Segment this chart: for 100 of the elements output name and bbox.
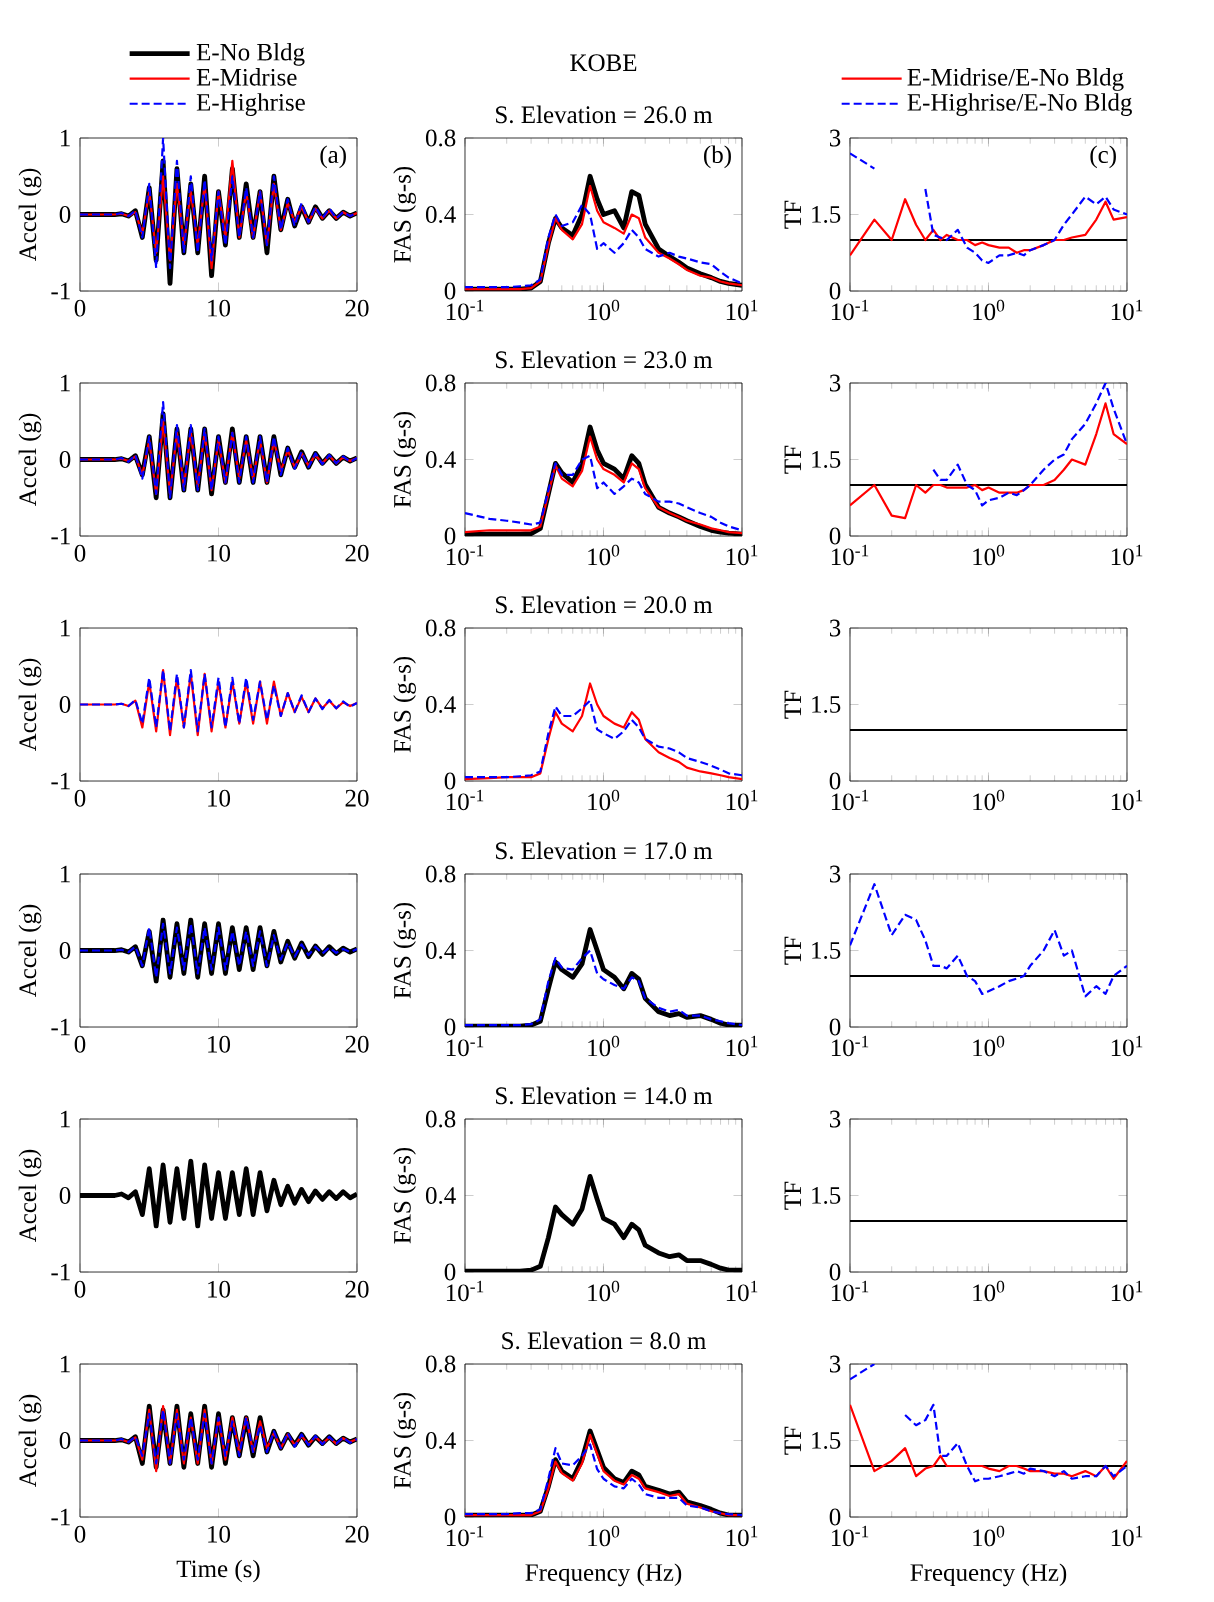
x-tick-label: 20 [345, 1525, 369, 1543]
y-axis-title: TF [784, 445, 801, 474]
y-tick-label: 0 [444, 772, 456, 790]
x-tick-label: 10$^{0}$ [973, 1525, 1005, 1547]
legend-label: E-Midrise/E-No Bldg [907, 68, 1124, 91]
y-tick-label: 3 [829, 1355, 841, 1373]
x-axis-title: Frequency (Hz) [525, 1563, 682, 1587]
x-tick-label: 10$^{1}$ [726, 1525, 758, 1547]
y-axis-title: TF [784, 1426, 801, 1455]
y-tick-label: 0 [444, 1018, 456, 1036]
y-axis-title: FAS (g-s) [393, 166, 416, 263]
x-tick-label: 10$^{1}$ [726, 544, 758, 566]
x-tick-label: 10$^{-1}$ [831, 1525, 869, 1547]
y-tick-label: -1 [51, 527, 70, 545]
x-tick-label: 10$^{1}$ [726, 1280, 758, 1302]
y-tick-label: 0.8 [425, 374, 456, 392]
y-tick-label: 3 [829, 374, 841, 392]
y-axis-title: Accel (g) [18, 168, 42, 262]
x-tick-label: 10 [208, 299, 231, 317]
x-tick-label: 10$^{0}$ [588, 789, 620, 811]
y-tick-label: 0 [59, 1187, 71, 1204]
x-tick-label: 10$^{-1}$ [446, 544, 484, 566]
y-axis-title: FAS (g-s) [393, 656, 416, 753]
chart-title: S. Elevation = 17.0 m [496, 841, 713, 860]
chart-title: S. Elevation = 20.0 m [496, 595, 713, 614]
x-tick-label: 0 [74, 1525, 86, 1543]
y-tick-label: 3 [829, 865, 841, 883]
x-tick-label: 10$^{-1}$ [446, 789, 484, 811]
x-tick-label: 20 [345, 1280, 369, 1298]
y-tick-label: 1.5 [812, 451, 841, 468]
x-tick-label: 10$^{-1}$ [831, 299, 869, 321]
y-tick-label: 0 [444, 1508, 456, 1526]
x-tick-label: 10$^{-1}$ [831, 1280, 869, 1302]
y-tick-label: 0 [829, 772, 841, 790]
x-tick-label: 0 [74, 789, 86, 807]
y-tick-label: 3 [829, 619, 841, 637]
annotation: (a) [320, 145, 346, 169]
y-axis-title: TF [784, 200, 801, 229]
y-axis-title: Accel (g) [18, 658, 42, 752]
x-tick-label: 10 [208, 1525, 231, 1543]
x-axis-title: Time (s) [176, 1559, 260, 1583]
y-axis-title: FAS (g-s) [393, 411, 416, 508]
y-axis-title: Accel (g) [18, 1394, 42, 1488]
y-tick-label: 0.4 [425, 696, 456, 713]
y-tick-label: 3 [829, 1110, 841, 1128]
legend-label: E-Midrise [196, 68, 297, 86]
y-tick-label: 0.4 [425, 1432, 456, 1449]
y-tick-label: -1 [51, 772, 70, 790]
y-tick-label: 0 [829, 1018, 841, 1036]
chart-title: KOBE [570, 54, 637, 72]
y-tick-label: 1 [60, 865, 70, 883]
y-tick-label: 1 [60, 1355, 70, 1373]
chart-title: S. Elevation = 8.0 m [502, 1331, 706, 1350]
y-tick-label: 0.4 [425, 1187, 456, 1204]
y-tick-label: 0 [444, 527, 456, 545]
x-tick-label: 20 [345, 1035, 369, 1053]
y-tick-label: 1.5 [812, 696, 841, 713]
x-tick-label: 10$^{0}$ [973, 299, 1005, 321]
y-tick-label: 0 [59, 206, 71, 223]
y-axis-title: TF [784, 1181, 801, 1210]
y-tick-label: 0 [829, 282, 841, 300]
y-tick-label: 0 [444, 282, 456, 300]
y-tick-label: 0.8 [425, 1355, 456, 1373]
y-axis-title: TF [784, 690, 801, 719]
y-tick-label: 0 [59, 1432, 71, 1449]
x-tick-label: 10 [208, 1035, 231, 1053]
x-tick-label: 10$^{-1}$ [446, 1280, 484, 1302]
x-tick-label: 10 [208, 1280, 231, 1298]
y-tick-label: 1.5 [812, 206, 841, 223]
y-tick-label: 1.5 [812, 942, 841, 959]
x-tick-label: 10$^{-1}$ [831, 1035, 869, 1057]
x-tick-label: 10$^{1}$ [1111, 1280, 1143, 1302]
y-tick-label: 0.4 [425, 942, 456, 959]
annotation: (b) [704, 145, 731, 169]
y-axis-title: FAS (g-s) [393, 1392, 416, 1489]
y-tick-label: 1 [60, 1110, 70, 1128]
y-axis-title: FAS (g-s) [393, 902, 416, 999]
x-axis-title: Frequency (Hz) [910, 1563, 1067, 1587]
y-axis-title: TF [784, 936, 801, 965]
y-tick-label: 1 [60, 619, 70, 637]
y-axis-title: Accel (g) [18, 413, 42, 507]
x-tick-label: 10$^{1}$ [1111, 299, 1143, 321]
x-tick-label: 10$^{-1}$ [446, 1525, 484, 1547]
y-tick-label: 1.5 [812, 1432, 841, 1449]
x-tick-label: 10$^{-1}$ [831, 544, 869, 566]
x-tick-label: 20 [345, 299, 369, 317]
x-tick-label: 10$^{0}$ [588, 299, 620, 321]
x-tick-label: 10$^{-1}$ [446, 299, 484, 321]
x-tick-label: 0 [74, 1280, 86, 1298]
legend-label: E-Highrise/E-No Bldg [907, 93, 1132, 116]
x-tick-label: 10$^{-1}$ [831, 789, 869, 811]
x-tick-label: 10$^{0}$ [973, 789, 1005, 811]
x-tick-label: 10$^{0}$ [973, 1280, 1005, 1302]
y-axis-title: Accel (g) [18, 1149, 42, 1243]
y-axis-title: Accel (g) [18, 904, 42, 998]
x-tick-label: 10 [208, 789, 231, 807]
y-tick-label: 0.8 [425, 619, 456, 637]
x-tick-label: 10$^{1}$ [1111, 544, 1143, 566]
y-tick-label: 0.4 [425, 451, 456, 468]
y-tick-label: 0 [829, 1263, 841, 1281]
